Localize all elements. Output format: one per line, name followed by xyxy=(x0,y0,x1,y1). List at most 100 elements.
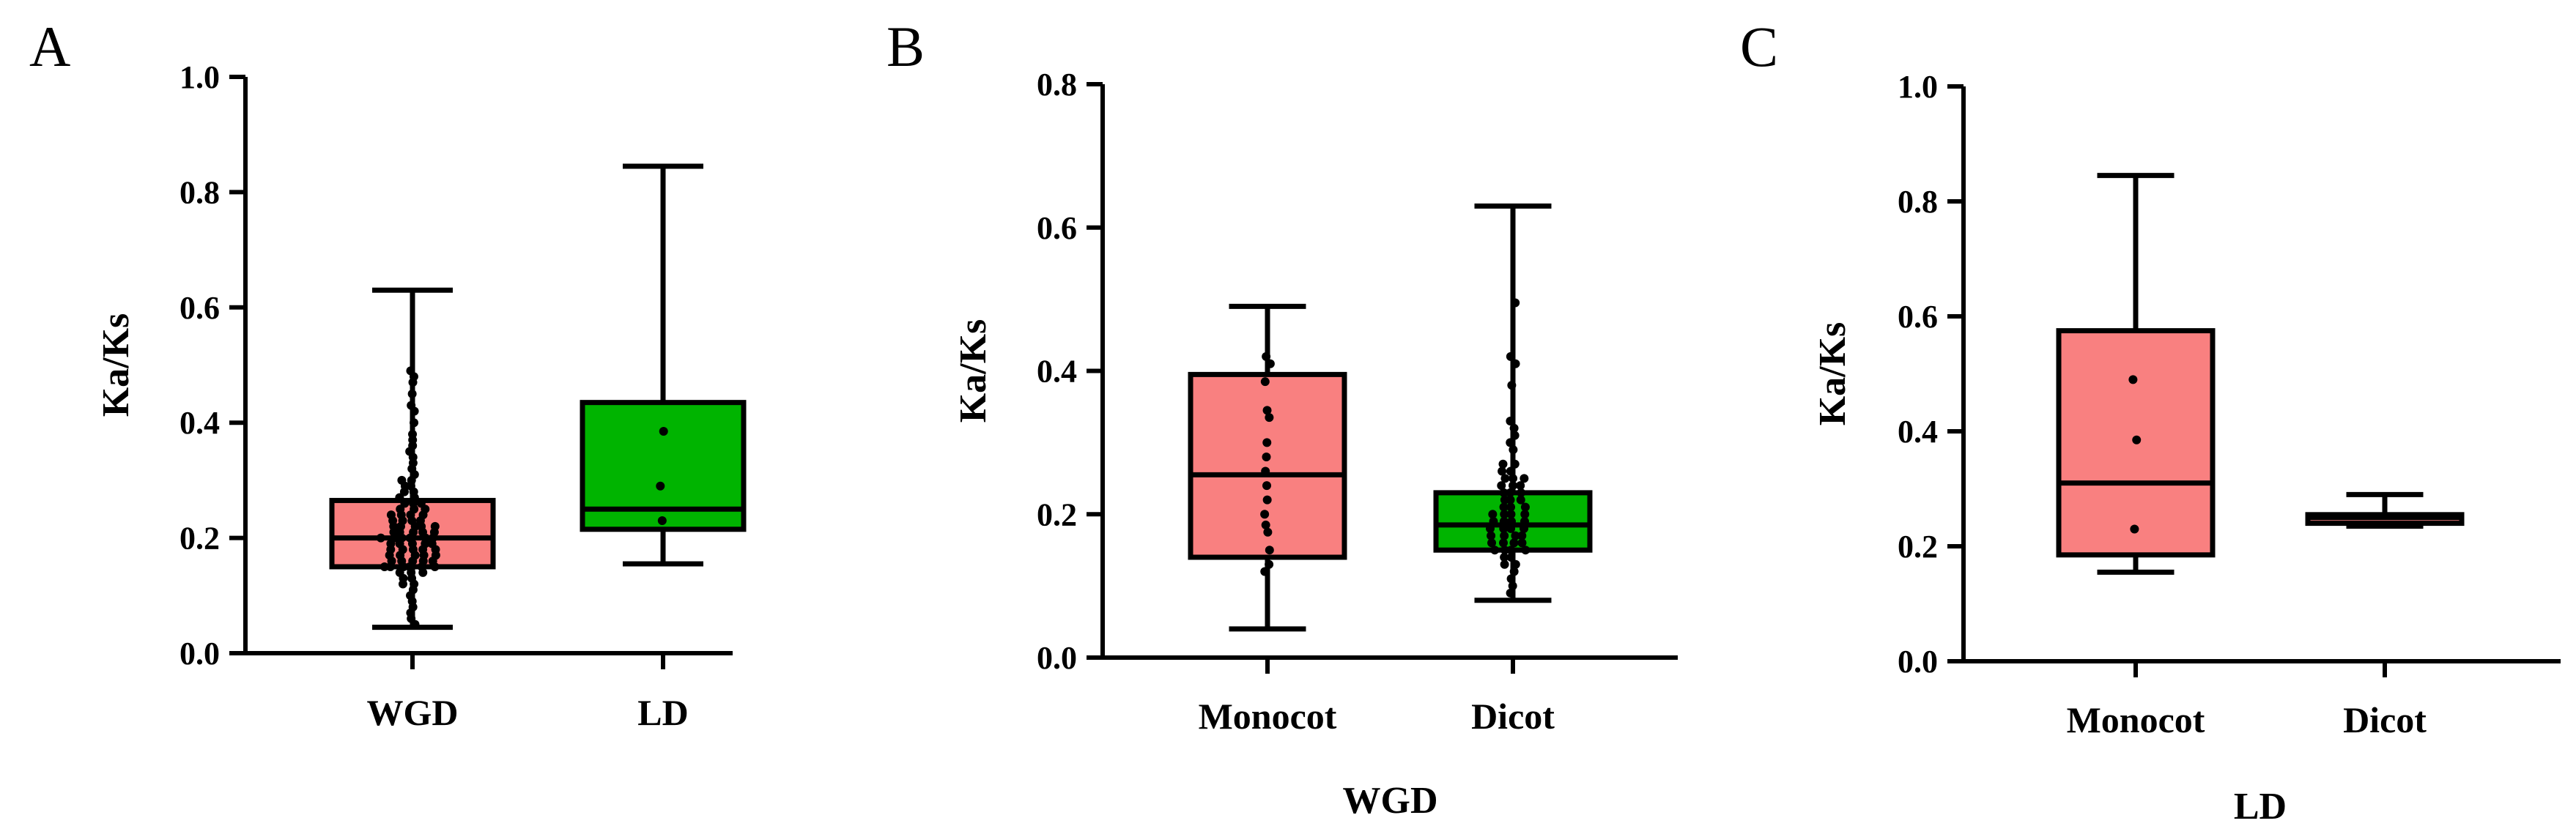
data-point xyxy=(656,481,665,491)
data-point xyxy=(1520,474,1529,483)
data-point xyxy=(1486,524,1495,533)
data-point xyxy=(1262,438,1272,447)
data-point xyxy=(1520,510,1530,519)
data-point xyxy=(1507,381,1517,390)
y-tick-label: 0.0 xyxy=(179,636,220,672)
data-point xyxy=(1509,481,1518,491)
data-point xyxy=(1509,538,1519,548)
y-tick-label: 1.0 xyxy=(179,59,220,95)
data-point xyxy=(1497,481,1506,491)
data-point xyxy=(1262,406,1272,415)
data-point xyxy=(1498,466,1507,476)
x-axis-title: WGD xyxy=(1343,780,1438,822)
data-point xyxy=(1487,531,1496,540)
data-point xyxy=(1500,552,1509,562)
data-point xyxy=(1500,531,1509,540)
data-point xyxy=(1262,495,1272,505)
y-tick-label: 0.2 xyxy=(179,521,220,557)
data-point xyxy=(410,418,419,428)
data-point xyxy=(1262,351,1271,361)
data-point xyxy=(1521,546,1531,555)
data-point xyxy=(1511,559,1520,569)
y-axis-title: Ka/Ks xyxy=(95,313,137,417)
data-point xyxy=(1500,510,1509,519)
data-point xyxy=(1499,502,1509,512)
data-point xyxy=(408,378,418,387)
data-point xyxy=(1499,517,1509,527)
data-point xyxy=(1261,520,1270,529)
data-point xyxy=(1506,552,1516,562)
data-point xyxy=(1500,495,1509,505)
data-point xyxy=(1516,495,1525,505)
box-dicot xyxy=(2305,491,2465,529)
data-point xyxy=(1500,474,1510,483)
data-point xyxy=(1500,546,1509,555)
data-point xyxy=(1509,567,1519,576)
box-wgd xyxy=(329,287,496,630)
y-tick-label: 0.0 xyxy=(1037,640,1077,676)
data-point xyxy=(1498,538,1508,548)
chart-panel-a: A 0.0 0.2 0.4 0.6 0.8 1.0 Ka/Ks WGD LD xyxy=(29,15,747,733)
data-point xyxy=(1517,488,1526,497)
data-point xyxy=(1508,581,1517,591)
data-point xyxy=(1263,527,1273,537)
box-monocot xyxy=(1188,303,1347,632)
y-tick-label: 0.4 xyxy=(1037,354,1077,390)
data-point xyxy=(1260,567,1270,576)
data-point xyxy=(1487,538,1497,548)
data-point xyxy=(407,389,417,398)
data-point xyxy=(1506,466,1515,476)
y-tick-label: 0.6 xyxy=(1898,299,1938,335)
data-point xyxy=(657,516,667,525)
data-point xyxy=(1517,531,1527,540)
y-tick-label: 0.4 xyxy=(179,405,220,441)
data-point xyxy=(1520,517,1529,527)
x-category-label: Dicot xyxy=(1471,696,1555,737)
y-tick-label: 0.6 xyxy=(1037,210,1077,246)
data-point xyxy=(2128,375,2138,384)
y-tick-label: 0.2 xyxy=(1898,529,1938,565)
data-point xyxy=(1265,413,1274,423)
y-axis-title: Ka/Ks xyxy=(952,319,994,423)
data-point xyxy=(1262,452,1271,461)
x-category-label: Dicot xyxy=(2343,699,2427,740)
data-point xyxy=(1509,474,1518,483)
x-category-label: Monocot xyxy=(2067,699,2205,740)
data-point xyxy=(1506,438,1515,447)
data-point xyxy=(1499,524,1509,533)
data-point xyxy=(1506,524,1516,533)
data-point xyxy=(1506,488,1515,497)
y-tick-label: 0.2 xyxy=(1037,496,1077,532)
data-point xyxy=(1510,459,1520,469)
data-point xyxy=(399,487,409,496)
data-point xyxy=(1498,459,1508,469)
data-point xyxy=(1510,431,1520,440)
data-point xyxy=(1506,417,1515,426)
data-point xyxy=(1265,559,1274,569)
data-point xyxy=(398,579,407,589)
chart-panel-b: B 0.0 0.2 0.4 0.6 0.8 Ka/Ks Monocot Dicot WGD xyxy=(887,15,1678,822)
data-point xyxy=(395,493,404,502)
x-category-label: WGD xyxy=(367,692,459,733)
box-ld xyxy=(580,163,747,567)
data-point xyxy=(1506,546,1516,555)
data-point xyxy=(1499,488,1509,497)
data-point xyxy=(2132,435,2142,444)
panel-letter: A xyxy=(29,15,70,78)
data-point xyxy=(1262,481,1272,491)
data-point xyxy=(430,562,440,571)
data-point xyxy=(1500,559,1509,569)
data-point xyxy=(1509,445,1518,455)
data-point xyxy=(1511,298,1520,308)
y-axis-title: Ka/Ks xyxy=(1812,322,1854,426)
data-point xyxy=(1516,481,1525,491)
x-axis-title: LD xyxy=(2234,786,2287,827)
data-point xyxy=(410,406,419,416)
data-point xyxy=(1511,531,1520,540)
data-point xyxy=(1490,546,1500,555)
box-monocot xyxy=(2056,173,2216,575)
data-point xyxy=(1260,510,1270,519)
data-point xyxy=(1506,574,1516,584)
panel-letter: B xyxy=(887,15,925,78)
data-point xyxy=(1506,510,1516,519)
